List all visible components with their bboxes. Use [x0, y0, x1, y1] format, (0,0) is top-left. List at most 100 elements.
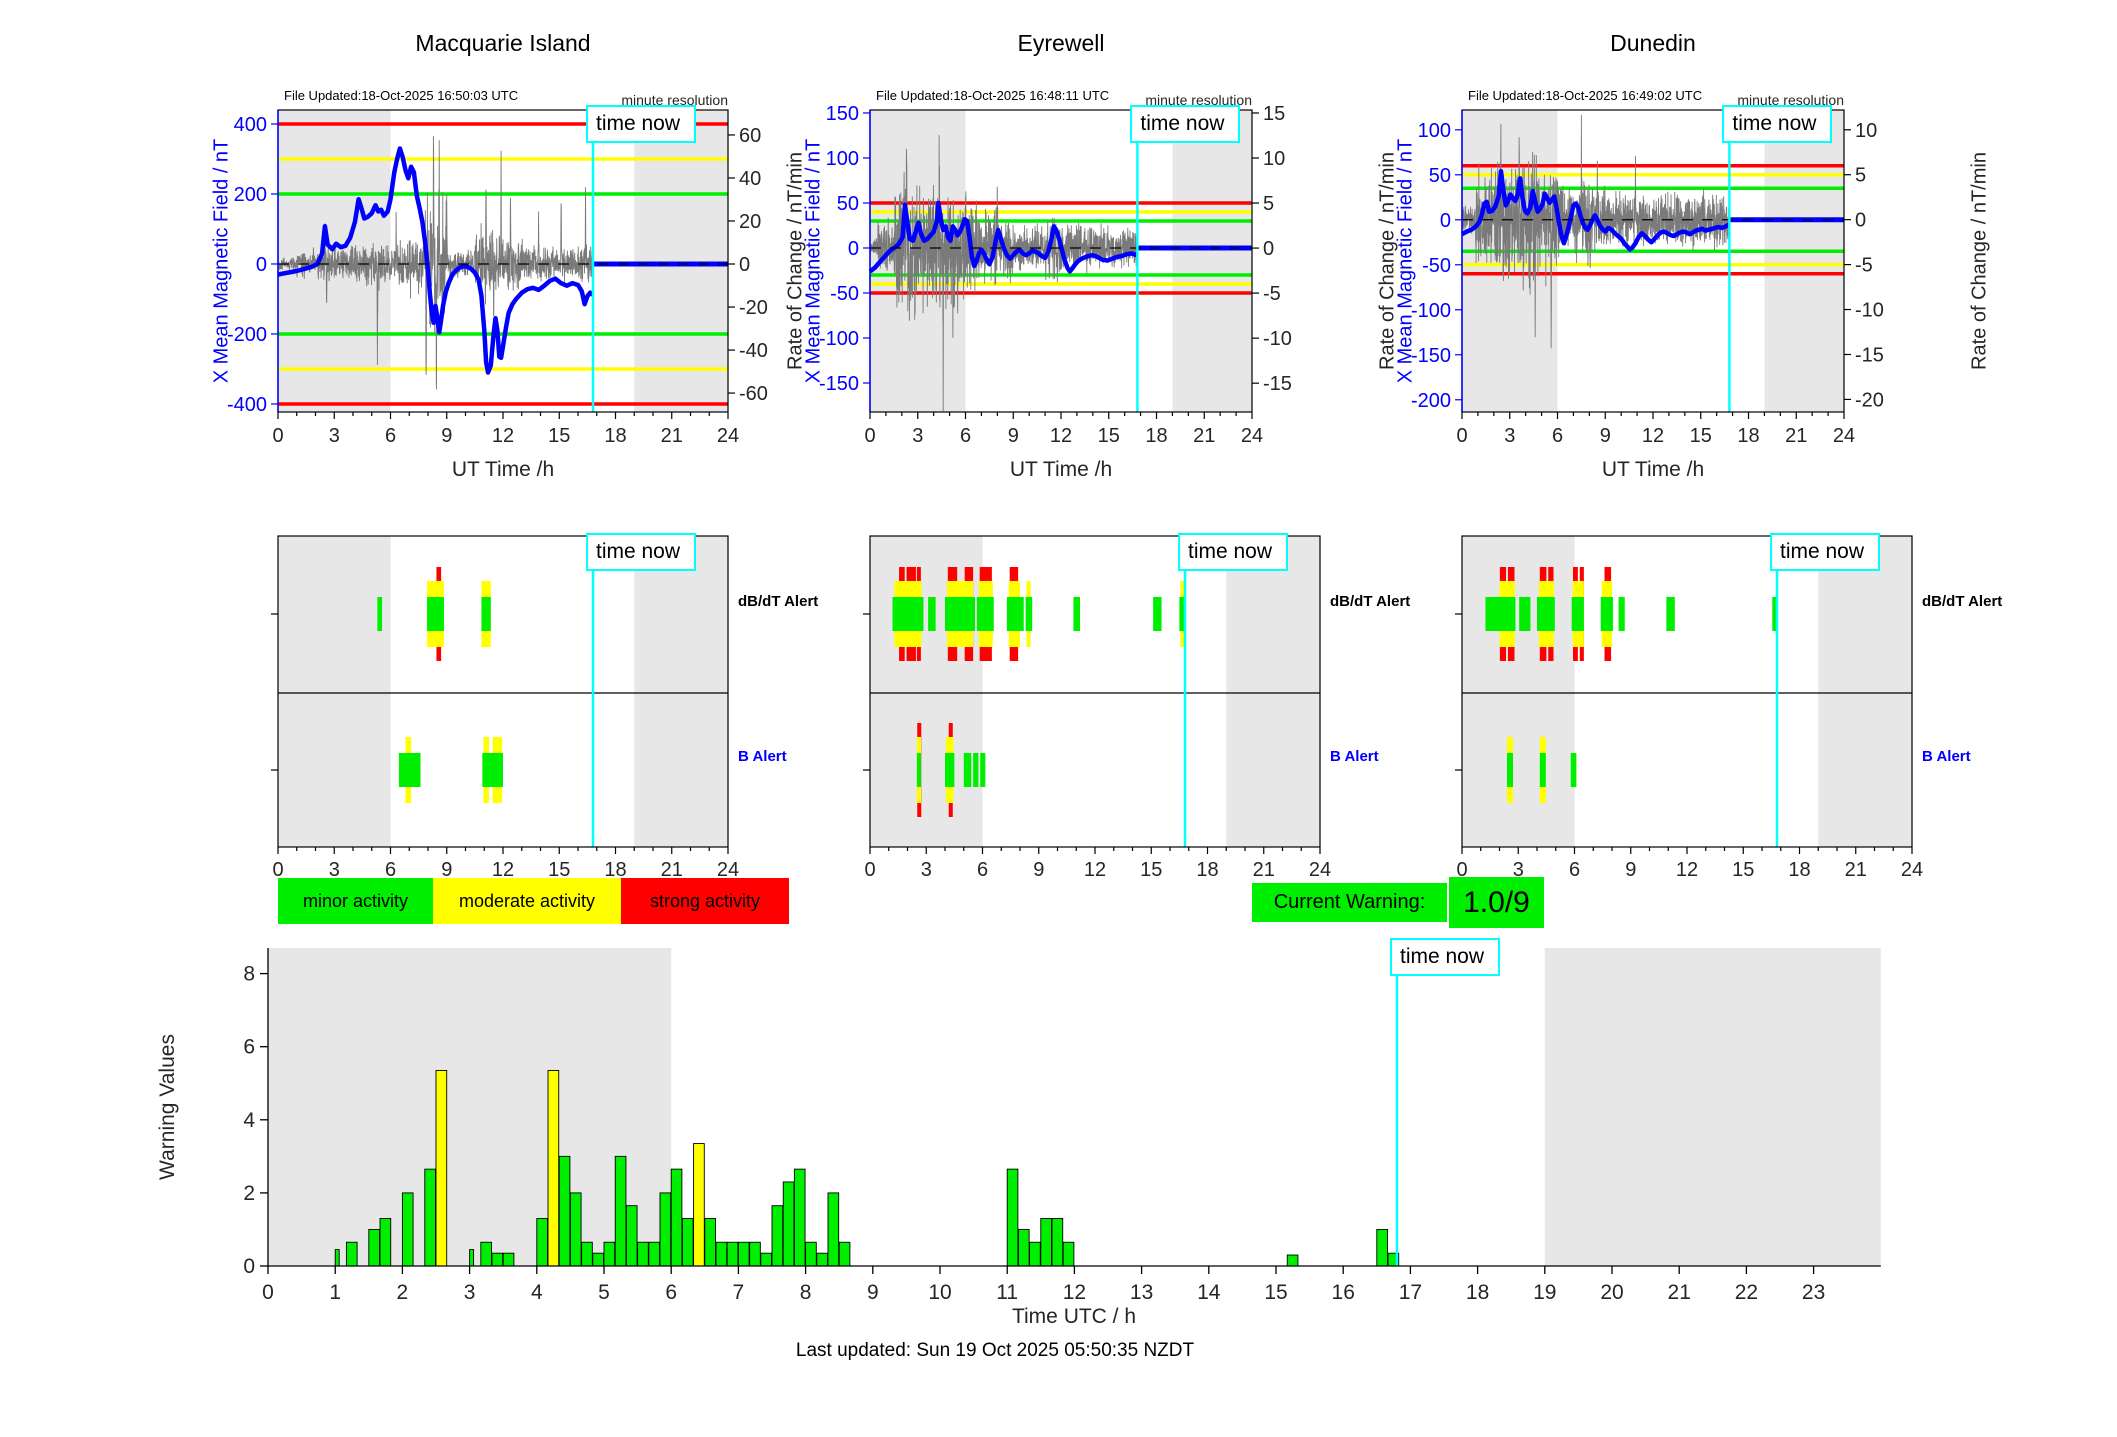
alert-bar-minor — [1571, 597, 1584, 631]
warning-bar — [424, 1168, 436, 1267]
svg-text:18: 18 — [1145, 425, 1167, 447]
alert-bar-minor — [1772, 597, 1777, 631]
field-axis-label: X Mean Magnetic Field / nT — [802, 138, 825, 384]
svg-text:9: 9 — [1600, 425, 1611, 447]
svg-text:10: 10 — [1263, 148, 1285, 170]
dbdt-alert-row-label: dB/dT Alert — [1330, 593, 1411, 610]
svg-text:-150: -150 — [1411, 345, 1451, 367]
svg-text:14: 14 — [1197, 1281, 1221, 1304]
warning-bar — [1040, 1218, 1052, 1267]
svg-text:21: 21 — [1668, 1281, 1691, 1304]
warning-bar — [1062, 1241, 1075, 1267]
alert-panel-macquarie: 0 3 6 9 12 15 18 21 24 — [271, 535, 739, 881]
file-updated-dunedin: File Updated:18-Oct-2025 16:49:02 UTC — [1468, 88, 1703, 103]
svg-text:200: 200 — [234, 184, 267, 206]
svg-text:-5: -5 — [1855, 255, 1873, 277]
b-alert-row-label: B Alert — [1922, 748, 1971, 765]
svg-text:6: 6 — [665, 1281, 677, 1304]
svg-text:3: 3 — [464, 1281, 476, 1304]
magnetic-field-curve — [868, 200, 1139, 274]
alert-bar-minor — [1153, 597, 1162, 631]
svg-text:9: 9 — [441, 425, 452, 447]
b-alert-row-label: B Alert — [738, 748, 787, 765]
warning-bar — [782, 1181, 795, 1267]
legend-minor-activity: minor activity — [278, 878, 433, 924]
night-shading — [1544, 948, 1881, 1266]
night-shading — [1764, 110, 1844, 412]
warning-bar — [793, 1168, 806, 1267]
svg-text:17: 17 — [1399, 1281, 1422, 1304]
station-title-macquarie: Macquarie Island — [415, 30, 591, 56]
svg-text:0: 0 — [272, 425, 283, 447]
svg-text:-50: -50 — [1422, 255, 1451, 277]
warning-bar — [502, 1252, 515, 1267]
warning-bar — [681, 1218, 694, 1267]
svg-text:18: 18 — [604, 859, 626, 881]
svg-text:15: 15 — [548, 425, 570, 447]
svg-text:9: 9 — [1625, 859, 1636, 881]
warning-bar — [771, 1205, 784, 1267]
alert-bar-minor — [1485, 597, 1516, 631]
svg-text:3: 3 — [1504, 425, 1515, 447]
warning-bar — [838, 1241, 851, 1267]
warning-bar — [1006, 1168, 1019, 1267]
warning-bar — [816, 1252, 828, 1267]
alert-bar-minor — [976, 597, 994, 631]
station-title-dunedin: Dunedin — [1610, 30, 1696, 56]
warning-bar — [1017, 1228, 1030, 1267]
svg-text:-400: -400 — [227, 394, 267, 416]
dbdt-alert-row-label: dB/dT Alert — [738, 593, 819, 610]
svg-text:19: 19 — [1533, 1281, 1556, 1304]
warning-bar — [345, 1241, 358, 1267]
warning-bar — [401, 1192, 414, 1267]
svg-text:6: 6 — [1569, 859, 1580, 881]
svg-text:50: 50 — [1429, 165, 1451, 187]
svg-text:24: 24 — [1241, 425, 1263, 447]
svg-text:-200: -200 — [227, 324, 267, 346]
svg-text:0: 0 — [739, 254, 750, 276]
warning-bar — [379, 1218, 392, 1267]
svg-text:0: 0 — [1456, 425, 1467, 447]
minute-resolution-label: minute resolution — [1737, 92, 1844, 108]
warning-bar — [637, 1241, 649, 1267]
svg-text:-5: -5 — [1263, 283, 1281, 305]
warning-bar — [827, 1192, 840, 1267]
warning-bar — [491, 1252, 504, 1267]
alert-bar-minor — [1666, 597, 1675, 631]
alert-bar-minor — [973, 753, 979, 787]
svg-text:6: 6 — [960, 425, 971, 447]
field-axis-label: X Mean Magnetic Field / nT — [210, 138, 233, 384]
svg-text:40: 40 — [739, 168, 761, 190]
alert-bar-minor — [1537, 597, 1555, 631]
ut-time-axis-label: UT Time /h — [1009, 458, 1113, 481]
svg-text:20: 20 — [1600, 1281, 1623, 1304]
svg-text:5: 5 — [1263, 193, 1274, 215]
dbdt-alert-row-label: dB/dT Alert — [1922, 593, 2003, 610]
alert-bar-minor — [963, 753, 972, 787]
svg-text:8: 8 — [800, 1281, 812, 1304]
warning-bar — [726, 1241, 739, 1267]
svg-text:18: 18 — [1788, 859, 1810, 881]
alert-bar-minor — [1519, 597, 1531, 631]
legend-strong-activity: strong activity — [621, 878, 789, 924]
alert-bar-minor — [1025, 597, 1033, 631]
warning-bar — [737, 1241, 750, 1267]
svg-text:-40: -40 — [739, 340, 768, 362]
warning-values-axis-label: Warning Values — [156, 1034, 179, 1180]
alert-bar-minor — [427, 597, 444, 631]
svg-text:-150: -150 — [819, 373, 859, 395]
warning-bar — [625, 1205, 638, 1267]
station-plot-eyrewell: 0 3 6 9 12 15 18 21 24150100500-50-100-150151050… — [819, 103, 1292, 447]
warning-bar — [749, 1241, 761, 1267]
minute-resolution-label: minute resolution — [621, 92, 728, 108]
warning-bar — [693, 1143, 705, 1267]
warning-bar — [592, 1252, 604, 1267]
alert-bar-minor — [1006, 597, 1024, 631]
svg-text:4: 4 — [243, 1109, 255, 1132]
svg-text:0: 0 — [243, 1255, 255, 1278]
warning-bar — [334, 1249, 340, 1267]
warning-bar — [558, 1155, 571, 1267]
svg-text:15: 15 — [1140, 859, 1162, 881]
svg-text:6: 6 — [385, 859, 396, 881]
